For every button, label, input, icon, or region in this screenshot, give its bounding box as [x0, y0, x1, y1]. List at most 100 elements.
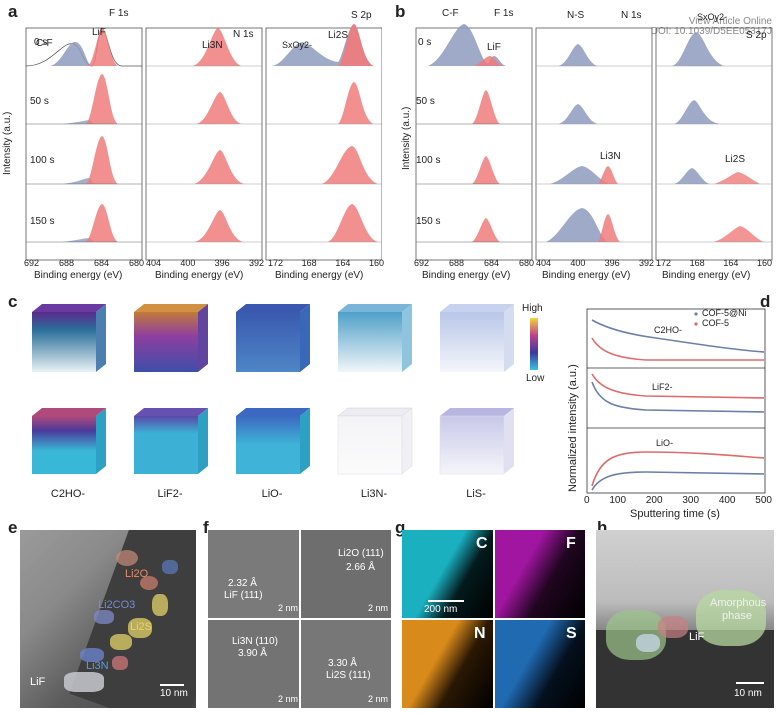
- panel-b-time-50: 50 s: [416, 96, 435, 107]
- panel-g-scalebar: [428, 600, 464, 602]
- panel-b-ticks-s: 172 168 164 160: [656, 258, 772, 268]
- panel-h-label-amorphous: Amorphous: [710, 597, 767, 609]
- panel-a-peak-li2s: Li2S: [328, 30, 349, 41]
- panel-f-quad-4: [301, 620, 391, 708]
- panel-b-peak-li2s: Li2S: [725, 154, 746, 165]
- panel-e-label-li2co3: Li2CO3: [98, 599, 136, 611]
- cube-li3n-bottom: [337, 407, 413, 475]
- panel-f-q2-dist: 2.66 Å: [346, 562, 375, 573]
- panel-g-map-n: [402, 620, 493, 708]
- panel-a-peak-li3n: Li3N: [202, 40, 223, 51]
- panel-a-xlabel-2: Binding energy (eV): [155, 270, 244, 281]
- panel-b-peak-lif: LiF: [487, 42, 501, 53]
- panel-e-label: e: [8, 518, 18, 537]
- cube-lio-top: [236, 304, 310, 372]
- panel-a-header-n1s: N 1s: [233, 29, 254, 40]
- watermark-line2: DOI: 10.1039/D5EE05317J: [650, 26, 772, 37]
- panel-b-header-s2p: S 2p: [746, 30, 767, 41]
- panel-d-xticks: 0 100 200 300 400 500: [584, 495, 772, 506]
- panel-a-time-0: 0 s: [34, 37, 48, 48]
- panel-f-q4-scale: 2 nm: [368, 694, 389, 704]
- panel-d-section-lif2: LiF2-: [652, 382, 673, 392]
- panel-h-scalebar: [736, 682, 764, 684]
- species-label-c2ho: C2HO-: [50, 488, 86, 500]
- panel-b-peak-sxoy: SxOy2-: [697, 12, 728, 22]
- panel-b-peak-ns: N-S: [567, 10, 585, 21]
- panel-e-label-li3n: Li3N: [86, 660, 109, 672]
- panel-a-xlabel-1: Binding energy (eV): [34, 270, 123, 281]
- cube-lio-bottom: [236, 408, 310, 474]
- panel-h-label-phase: phase: [722, 610, 752, 622]
- panel-a-f1s-stack: [25, 27, 382, 261]
- panel-a-f1s-peaks: [25, 27, 142, 243]
- panel-d-chart: [586, 308, 766, 494]
- panel-g-element-c: C: [476, 535, 488, 552]
- panel-a-ticks-s: 172 168 164 160: [268, 258, 384, 268]
- panel-a-ylabel: Intensity (a.u.): [2, 111, 13, 175]
- panel-a-n1s-peaks: [146, 28, 262, 243]
- panel-b-time-150: 150 s: [416, 216, 441, 227]
- panel-f-q1-scale: 2 nm: [278, 603, 299, 613]
- colorbar-low-label: Low: [526, 373, 545, 384]
- panel-b-ticks-f: 692 688 684 680: [414, 258, 534, 268]
- panel-f-q3-dist: 3.90 Å: [238, 648, 267, 659]
- legend-marker-cof5ni: [694, 312, 698, 316]
- panel-h-label-lif: LiF: [689, 631, 705, 643]
- panel-g-element-s: S: [566, 625, 577, 642]
- panel-g-map-f: [495, 530, 585, 618]
- panel-a-figure: [25, 24, 382, 261]
- watermark-line1: View Article Online: [688, 16, 772, 27]
- panel-b-ylabel: Intensity (a.u.): [401, 106, 412, 170]
- panel-e-label-li2o: Li2O: [125, 568, 149, 580]
- panel-f-q3-phase: Li3N (110): [232, 636, 278, 647]
- panel-f-q4-dist: 3.30 Å: [328, 658, 357, 669]
- panel-a-ticks-n: 404 400 396 392: [146, 258, 264, 268]
- panel-e-scalebar: [160, 684, 184, 686]
- cube-c2ho-top: [32, 304, 106, 372]
- panel-f-quad-1: [208, 530, 299, 618]
- panel-b-header-n1s: N 1s: [621, 10, 642, 21]
- panel-e-tem-image: [20, 530, 196, 708]
- panel-f-q1-dist: 2.32 Å: [228, 578, 257, 589]
- panel-f-q2-scale: 2 nm: [368, 603, 389, 613]
- panel-a-time-50: 50 s: [30, 96, 49, 107]
- panel-b-peak-li3n: Li3N: [600, 151, 621, 162]
- panel-a-header-s2p: S 2p: [351, 10, 372, 21]
- panel-g-map-c: [402, 530, 493, 618]
- panel-h-label: h: [597, 518, 608, 537]
- panel-c-cubes: [32, 304, 514, 475]
- panel-h-scale-label: 10 nm: [734, 688, 762, 699]
- cube-lif2-bottom: [134, 408, 208, 474]
- panel-f-label: f: [203, 518, 209, 537]
- panel-a-peak-lif: LiF: [92, 27, 106, 38]
- panel-e-scale-label: 10 nm: [160, 688, 188, 699]
- panel-a-header-f1s: F 1s: [109, 8, 129, 19]
- panel-a-ticks-f: 692 688 684 680: [24, 258, 144, 268]
- panel-b-label: b: [395, 2, 406, 21]
- panel-b-ticks-n: 404 400 396 392: [536, 258, 654, 268]
- cube-c2ho-bottom: [32, 408, 106, 474]
- panel-b-time-100: 100 s: [416, 155, 441, 166]
- cube-li3n-top: [338, 304, 412, 372]
- panel-d-section-lio: LiO-: [656, 438, 674, 448]
- cube-lif2-top: [134, 304, 208, 372]
- species-label-lif2: LiF2-: [157, 488, 183, 500]
- panel-d-xlabel: Sputtering time (s): [630, 508, 720, 520]
- panel-a-time-100: 100 s: [30, 155, 55, 166]
- panel-g-element-f: F: [566, 535, 576, 552]
- panel-a-peak-cf: C-F: [36, 38, 53, 49]
- panel-d-section-c2ho: C2HO-: [654, 325, 683, 335]
- panel-d-ylabel: Normalized intensity (a.u.): [567, 364, 579, 492]
- panel-f-q1-phase: LiF (111): [224, 590, 263, 601]
- cube-lis-top: [440, 304, 514, 372]
- panel-b-figure: [415, 24, 773, 261]
- panel-g-scale-label: 200 nm: [424, 604, 458, 615]
- panel-a-time-150: 150 s: [30, 216, 55, 227]
- panel-a-xlabel-3: Binding energy (eV): [275, 270, 364, 281]
- panel-d-label: d: [760, 292, 771, 311]
- panel-a-s2p-peaks: [266, 24, 382, 243]
- panel-b-xlabel-3: Binding energy (eV): [662, 270, 751, 281]
- panel-d-legend-cof5ni: COF-5@Ni: [702, 308, 747, 318]
- panel-b-time-0: 0 s: [418, 37, 432, 48]
- species-label-lio: LiO-: [261, 488, 283, 500]
